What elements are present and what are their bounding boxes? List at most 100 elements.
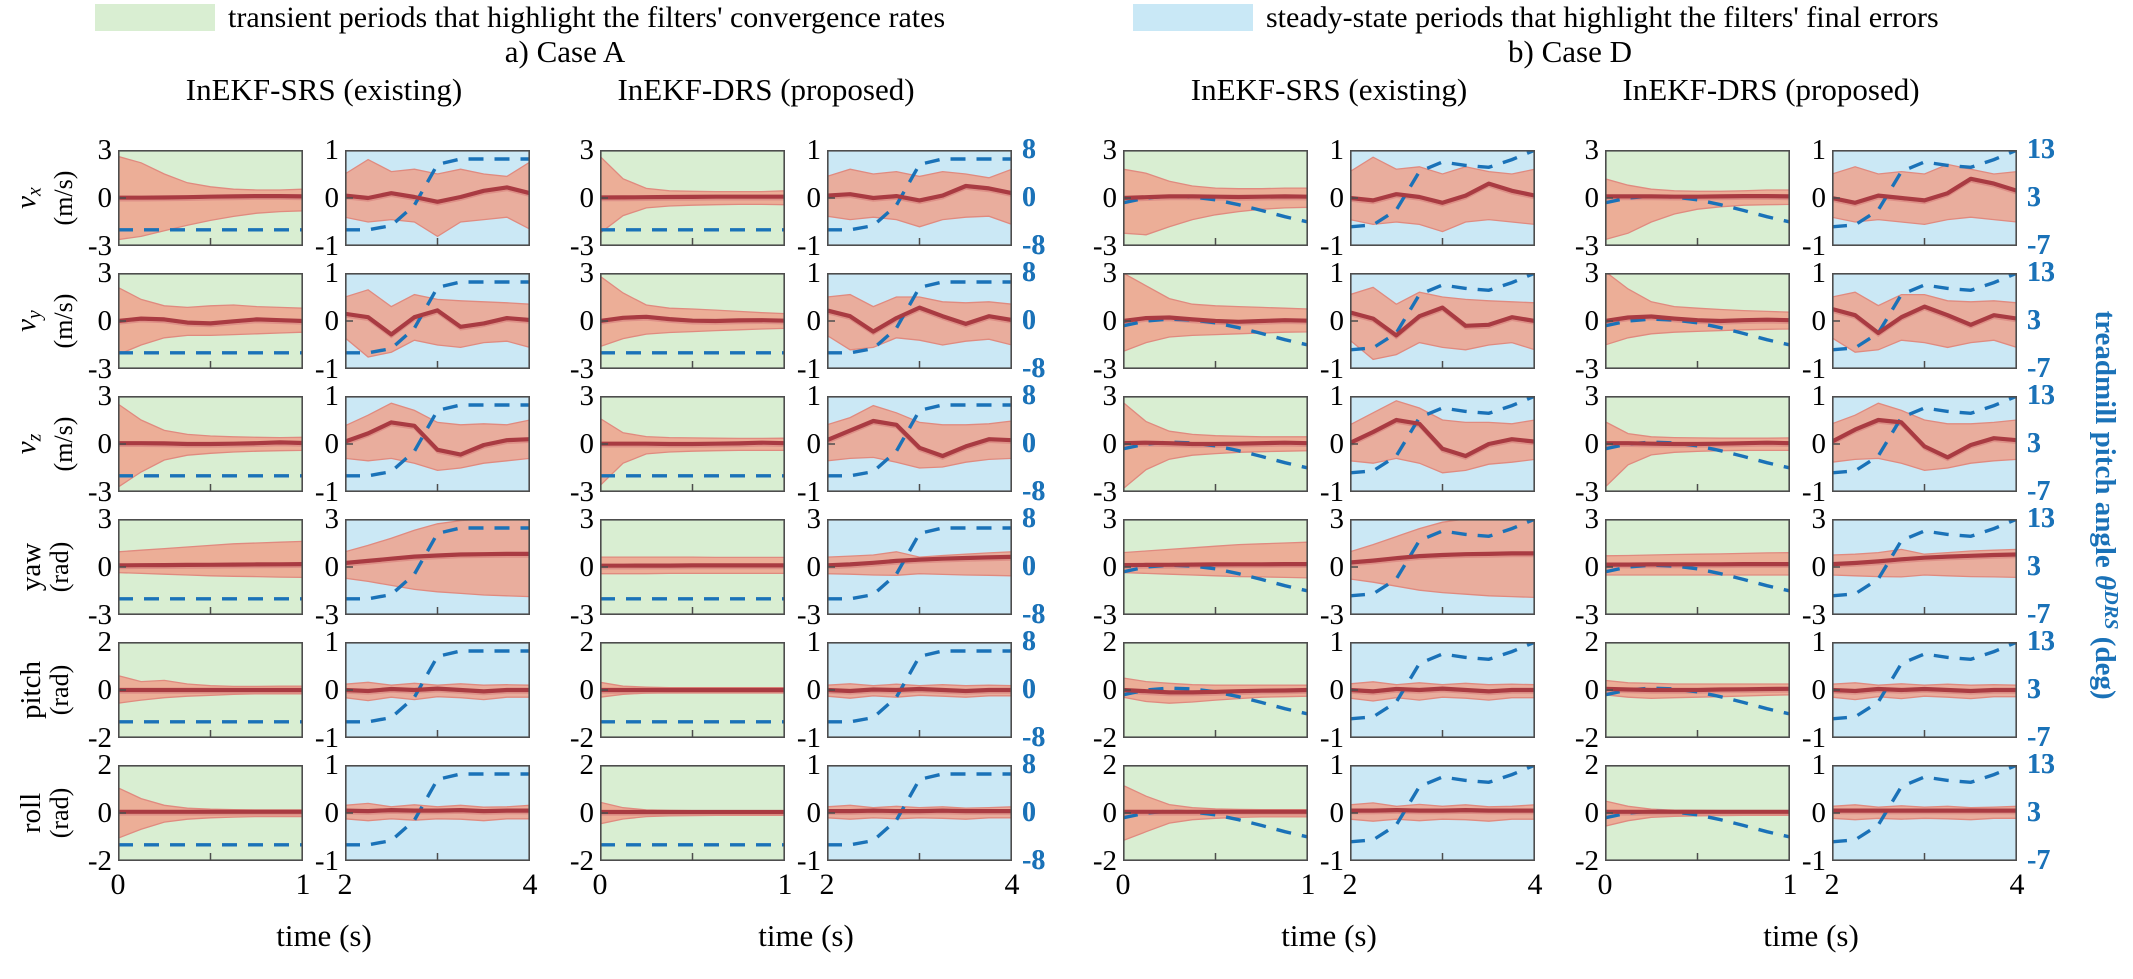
right-tick-label: -7 bbox=[2027, 845, 2051, 876]
y-tick-label: 0 bbox=[97, 551, 113, 583]
subplot-case_a-srs-row2-steady bbox=[345, 396, 530, 492]
y-tick-label: -1 bbox=[1801, 230, 1826, 262]
y-tick-label: -2 bbox=[569, 845, 594, 877]
y-tick-label: 1 bbox=[1811, 257, 1827, 289]
subplot-case_a-drs-row5-transient bbox=[600, 765, 785, 861]
y-tick-label: 3 bbox=[1329, 503, 1345, 535]
subplot-case_a-srs-row0-transient bbox=[118, 150, 303, 246]
x-axis-label: time (s) bbox=[758, 918, 854, 953]
right-tick-label: 8 bbox=[1022, 749, 1036, 780]
subplot-case_a-srs-row4-transient bbox=[118, 642, 303, 738]
y-tick-label: 3 bbox=[1102, 380, 1118, 412]
case-d-title: b) Case D bbox=[1508, 34, 1632, 69]
right-tick-label: 0 bbox=[1022, 551, 1036, 582]
right-tick-label: 13 bbox=[2027, 749, 2055, 780]
y-tick-label: -3 bbox=[1092, 599, 1117, 631]
x-axis-label: time (s) bbox=[1281, 918, 1377, 953]
y-tick-label: 1 bbox=[806, 626, 822, 658]
right-tick-label: 0 bbox=[1022, 674, 1036, 705]
y-tick-label: 0 bbox=[579, 428, 595, 460]
subplot-case_a-srs-row2-transient bbox=[118, 396, 303, 492]
y-tick-label: 3 bbox=[1584, 503, 1600, 535]
y-tick-label: 0 bbox=[324, 797, 340, 829]
y-tick-label: -1 bbox=[314, 722, 339, 754]
y-tick-label: -1 bbox=[314, 230, 339, 262]
y-tick-label: 0 bbox=[1811, 428, 1827, 460]
right-tick-label: 0 bbox=[1022, 305, 1036, 336]
y-tick-label: -3 bbox=[1574, 599, 1599, 631]
y-tick-label: -1 bbox=[796, 845, 821, 877]
right-tick-label: -7 bbox=[2027, 722, 2051, 753]
y-tick-label: -1 bbox=[796, 230, 821, 262]
y-tick-label: -3 bbox=[1574, 353, 1599, 385]
y-tick-label: -1 bbox=[1801, 476, 1826, 508]
right-tick-label: 13 bbox=[2027, 503, 2055, 534]
y-tick-label: -3 bbox=[87, 353, 112, 385]
x-tick-label: 4 bbox=[2009, 868, 2025, 901]
right-tick-label: 8 bbox=[1022, 380, 1036, 411]
subplot-case_a-drs-row3-steady bbox=[827, 519, 1012, 615]
right-tick-label: 8 bbox=[1022, 749, 1036, 780]
y-tick-label: -1 bbox=[1319, 845, 1344, 877]
y-tick-label: 0 bbox=[1329, 551, 1345, 583]
x-tick-label: 0 bbox=[592, 868, 608, 901]
y-tick-label: 2 bbox=[1102, 749, 1118, 781]
right-tick-label: 3 bbox=[2027, 305, 2041, 336]
y-tick-label: 0 bbox=[1584, 797, 1600, 829]
right-tick-label: 8 bbox=[1022, 626, 1036, 657]
y-tick-label: 1 bbox=[1329, 626, 1345, 658]
x-tick-label: 2 bbox=[337, 868, 353, 901]
y-tick-label: -3 bbox=[1092, 230, 1117, 262]
y-tick-label: 0 bbox=[1102, 797, 1118, 829]
y-tick-label: 3 bbox=[579, 257, 595, 289]
right-tick-label: -8 bbox=[1022, 476, 1046, 507]
y-tick-label: 3 bbox=[579, 380, 595, 412]
y-tick-label: 2 bbox=[1102, 626, 1118, 658]
y-tick-label: -1 bbox=[1319, 476, 1344, 508]
right-tick-label: -8 bbox=[1022, 353, 1046, 384]
right-tick-label: 3 bbox=[2027, 182, 2041, 213]
subplot-case_d-drs-row0-steady bbox=[1832, 150, 2017, 246]
right-tick-label: -7 bbox=[2027, 599, 2051, 630]
right-tick-label: -8 bbox=[1022, 599, 1046, 630]
y-tick-label: -3 bbox=[1574, 476, 1599, 508]
legend-label-transient: transient periods that highlight the fil… bbox=[228, 1, 946, 34]
y-tick-label: 1 bbox=[1811, 134, 1827, 166]
y-tick-label: 3 bbox=[324, 503, 340, 535]
y-tick-label: -1 bbox=[1801, 353, 1826, 385]
right-tick-label: -7 bbox=[2027, 476, 2051, 507]
y-tick-label: 1 bbox=[324, 626, 340, 658]
y-tick-label: 0 bbox=[1584, 182, 1600, 214]
y-tick-label: -1 bbox=[796, 722, 821, 754]
y-tick-label: 1 bbox=[806, 134, 822, 166]
y-tick-label: 0 bbox=[579, 674, 595, 706]
y-tick-label: 0 bbox=[1584, 551, 1600, 583]
right-tick-label: 8 bbox=[1022, 134, 1036, 165]
y-tick-label: 0 bbox=[1329, 428, 1345, 460]
y-tick-label: 3 bbox=[1102, 134, 1118, 166]
y-tick-label: 3 bbox=[1584, 257, 1600, 289]
right-tick-label: 8 bbox=[1022, 503, 1036, 534]
y-tick-label: -1 bbox=[1319, 230, 1344, 262]
y-tick-label: 1 bbox=[324, 749, 340, 781]
subplot-case_d-drs-row5-steady bbox=[1832, 765, 2017, 861]
y-tick-label: 1 bbox=[324, 257, 340, 289]
subplot-case_d-drs-row1-steady bbox=[1832, 273, 2017, 369]
x-tick-label: 4 bbox=[1527, 868, 1543, 901]
y-tick-label: 2 bbox=[97, 626, 113, 658]
subplot-case_d-srs-row5-transient bbox=[1123, 765, 1308, 861]
right-tick-label: 0 bbox=[1022, 797, 1036, 828]
y-tick-label: 3 bbox=[1584, 380, 1600, 412]
subplot-case_d-srs-row3-steady bbox=[1350, 519, 1535, 615]
subplot-case_d-drs-row2-transient bbox=[1605, 396, 1790, 492]
header-case-d-srs: InEKF-SRS (existing) bbox=[1190, 72, 1468, 107]
y-tick-label: 0 bbox=[1102, 305, 1118, 337]
y-tick-label: 0 bbox=[1811, 182, 1827, 214]
x-axis-label: time (s) bbox=[276, 918, 372, 953]
right-tick-label: 8 bbox=[1022, 503, 1036, 534]
x-tick-label: 2 bbox=[1824, 868, 1840, 901]
subplot-case_a-drs-row5-steady bbox=[827, 765, 1012, 861]
y-tick-label: 0 bbox=[1329, 674, 1345, 706]
right-tick-label: -7 bbox=[2027, 353, 2051, 384]
y-tick-label: 1 bbox=[1811, 749, 1827, 781]
